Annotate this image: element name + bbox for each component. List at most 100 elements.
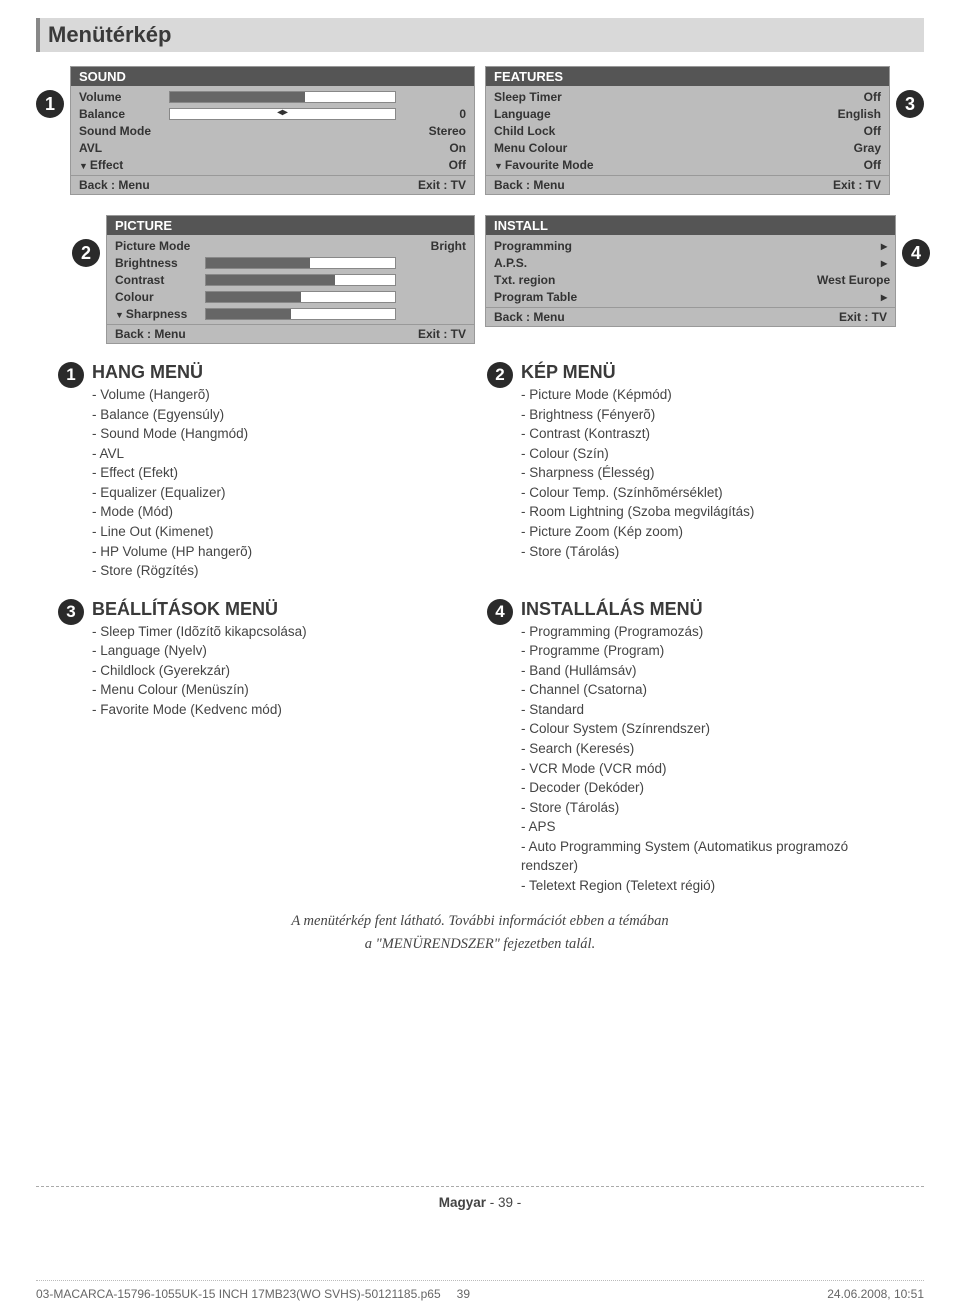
list-item: - Favorite Mode (Kedvenc mód) [92,700,473,720]
menu-row: Child LockOff [486,122,889,139]
list-item: - Sound Mode (Hangmód) [92,424,473,444]
badge-2-icon: 2 [72,239,100,267]
menu-grid: 1 SOUND VolumeBalance◂▸0Sound ModeStereo… [36,66,924,344]
page-separator [36,1186,924,1187]
desc-beall-content: BEÁLLÍTÁSOK MENÜ - Sleep Timer (Idõzítõ … [92,599,473,720]
menu-row-label: Volume [79,90,169,104]
badge-3-icon: 3 [58,599,84,625]
slider-bar: ◂▸ [169,108,396,120]
menu-picture: PICTURE Picture ModeBright Brightness Cont… [106,215,475,344]
menu-row-value: ▸ [817,290,887,304]
list-item: - Search (Keresés) [521,739,902,759]
menu-row: Picture ModeBright [107,237,474,254]
back-label: Back : Menu [494,178,565,192]
menu-row: Balance◂▸0 [71,105,474,122]
slider-bar [205,257,396,269]
menu-sound-footer: Back : Menu Exit : TV [71,175,474,194]
footer-note-line2: a "MENÜRENDSZER" fejezetben talál. [116,933,844,956]
menu-row-label: Sharpness [115,307,205,321]
menu-sound: SOUND VolumeBalance◂▸0Sound ModeStereoAV… [70,66,475,195]
menu-picture-body: Picture ModeBright Brightness Contrast Colo… [107,235,474,324]
slider-bar [169,91,396,103]
description-grid: 1 HANG MENÜ - Volume (Hangerõ)- Balance … [58,362,902,896]
menu-row-value: Gray [811,141,881,155]
list-item: - VCR Mode (VCR mód) [521,759,902,779]
menu-row: Brightness [107,254,474,271]
list-item: - APS [521,817,902,837]
doc-file: 03-MACARCA-15796-1055UK-15 INCH 17MB23(W… [36,1287,441,1301]
footer-note-line1: A menütérkép fent látható. További infor… [116,910,844,933]
desc-beall: 3 BEÁLLÍTÁSOK MENÜ - Sleep Timer (Idõzít… [58,599,473,896]
list-item: - Teletext Region (Teletext régió) [521,876,902,896]
menu-row-label: Language [494,107,584,121]
slider-bar [205,308,396,320]
menu-row-value: ▸ [817,256,887,270]
back-label: Back : Menu [115,327,186,341]
list-item: - Colour System (Színrendszer) [521,719,902,739]
menu-row-value: Stereo [396,124,466,138]
exit-label: Exit : TV [418,178,466,192]
menu-row-label: Program Table [494,290,584,304]
badge-4-icon: 4 [902,239,930,267]
menu-row-value: Off [811,124,881,138]
exit-label: Exit : TV [833,178,881,192]
menu-sound-body: VolumeBalance◂▸0Sound ModeStereoAVLOnEff… [71,86,474,175]
desc-hang-content: HANG MENÜ - Volume (Hangerõ)- Balance (E… [92,362,473,581]
list-item: - Mode (Mód) [92,502,473,522]
menu-row-label: AVL [79,141,169,155]
menu-row-label: Programming [494,239,584,253]
menu-row: Sharpness [107,305,474,322]
menu-row-value: On [396,141,466,155]
desc-kep: 2 KÉP MENÜ - Picture Mode (Képmód)- Brig… [487,362,902,581]
desc-hang-title: HANG MENÜ [92,362,473,383]
menu-sound-row: 1 SOUND VolumeBalance◂▸0Sound ModeStereo… [36,66,475,195]
page-label: Magyar [439,1195,486,1210]
menu-row-label: Sound Mode [79,124,169,138]
menu-row-value: English [811,107,881,121]
list-item: - Effect (Efekt) [92,463,473,483]
menu-row: Program Table ▸ [486,288,895,305]
menu-row: Language English [486,105,889,122]
desc-install: 4 INSTALLÁLÁS MENÜ - Programming (Progra… [487,599,902,896]
menu-install-footer: Back : Menu Exit : TV [486,307,895,326]
menu-row-value: 0 [396,107,466,121]
menu-install-row: INSTALL Programming▸A.P.S.▸Txt. regionWe… [485,215,930,344]
menu-install: INSTALL Programming▸A.P.S.▸Txt. regionWe… [485,215,896,327]
menu-row-label: A.P.S. [494,256,584,270]
badge-2-icon: 2 [487,362,513,388]
menu-row: Favourite Mode Off [486,156,889,173]
menu-row: Programming ▸ [486,237,895,254]
menu-install-header: INSTALL [486,216,895,235]
menu-features-header: FEATURES [486,67,889,86]
desc-hang: 1 HANG MENÜ - Volume (Hangerõ)- Balance … [58,362,473,581]
slider-bar [205,274,396,286]
menu-row: Contrast [107,271,474,288]
menu-row-value: Off [811,158,881,172]
menu-row-label: Brightness [115,256,205,270]
list-item: - Store (Tárolás) [521,798,902,818]
back-label: Back : Menu [79,178,150,192]
back-label: Back : Menu [494,310,565,324]
list-item: - Contrast (Kontraszt) [521,424,902,444]
menu-row-label: Colour [115,290,205,304]
menu-row: A.P.S. ▸ [486,254,895,271]
list-item: - Sharpness (Élesség) [521,463,902,483]
menu-row: Txt. regionWest Europe [486,271,895,288]
list-item: - Programme (Program) [521,641,902,661]
list-item: - Programming (Programozás) [521,622,902,642]
desc-beall-title: BEÁLLÍTÁSOK MENÜ [92,599,473,620]
desc-kep-items: - Picture Mode (Képmód)- Brightness (Fén… [521,385,902,561]
menu-row-label: Picture Mode [115,239,205,253]
exit-label: Exit : TV [839,310,887,324]
list-item: - Store (Rögzítés) [92,561,473,581]
menu-row-value: ▸ [817,239,887,253]
menu-row: Menu ColourGray [486,139,889,156]
menu-row-label: Favourite Mode [494,158,584,172]
menu-row-label: Contrast [115,273,205,287]
list-item: - Equalizer (Equalizer) [92,483,473,503]
doc-pagenum: 39 [457,1287,470,1301]
menu-picture-header: PICTURE [107,216,474,235]
menu-picture-row: 2 PICTURE Picture ModeBright Brightness Co… [72,215,475,344]
list-item: - Store (Tárolás) [521,542,902,562]
menu-row: Sleep TimerOff [486,88,889,105]
